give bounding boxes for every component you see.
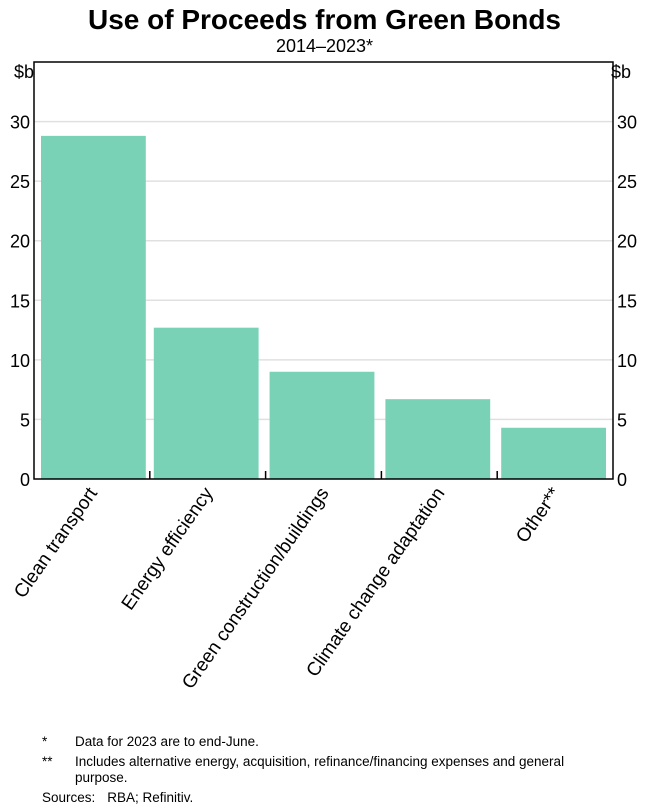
bar	[153, 327, 259, 479]
bar	[501, 427, 606, 479]
x-tick-label: Climate change adaptation	[303, 484, 450, 681]
y-tick-label-left: 0	[20, 470, 30, 490]
y-tick-label-right: 0	[617, 470, 627, 490]
note-text: Data for 2023 are to end-June.	[75, 734, 259, 749]
plot-frame	[33, 61, 614, 480]
y-tick-label-right: 10	[617, 351, 637, 371]
note-2: ** Includes alternative energy, acquisit…	[42, 754, 582, 786]
x-tick-label: Energy efficiency	[118, 483, 218, 614]
y-tick-label-left: 15	[10, 291, 30, 311]
y-tick-label-right: 30	[617, 113, 637, 133]
y-axis-label-right: $b	[611, 62, 631, 82]
bar	[41, 135, 146, 479]
y-tick-label-left: 5	[20, 410, 30, 430]
note-mark: *	[42, 734, 48, 749]
note-text: Includes alternative energy, acquisition…	[75, 754, 565, 785]
y-tick-label-right: 25	[617, 172, 637, 192]
x-tick-label: Clean transport	[10, 483, 102, 602]
sources-text: RBA; Refinitiv.	[107, 790, 194, 805]
bar-chart: $b $b 0 0 5 5 10 10 15 15 20 20 25 25 30 30 Clean tran…	[10, 61, 637, 693]
note-mark: **	[42, 754, 53, 769]
y-tick-label-left: 10	[10, 351, 30, 371]
chart-subtitle: 2014–2023*	[275, 36, 374, 56]
y-tick-label-left: 20	[10, 232, 30, 252]
x-tick-label: Other**	[512, 483, 565, 547]
chart-notes: * Data for 2023 are to end-June. ** Incl…	[42, 734, 582, 806]
y-tick-label-right: 5	[617, 410, 627, 430]
bar	[385, 399, 491, 479]
y-tick-label-left: 25	[10, 172, 30, 192]
y-tick-label-right: 15	[617, 291, 637, 311]
y-axis-label-left: $b	[14, 62, 34, 82]
bar	[269, 371, 375, 479]
y-tick-label-right: 20	[617, 232, 637, 252]
chart-title: Use of Proceeds from Green Bonds	[87, 4, 561, 35]
y-tick-label-left: 30	[10, 113, 30, 133]
note-1: * Data for 2023 are to end-June.	[42, 734, 582, 750]
sources: Sources: RBA; Refinitiv.	[42, 790, 582, 806]
sources-label: Sources:	[42, 790, 96, 805]
